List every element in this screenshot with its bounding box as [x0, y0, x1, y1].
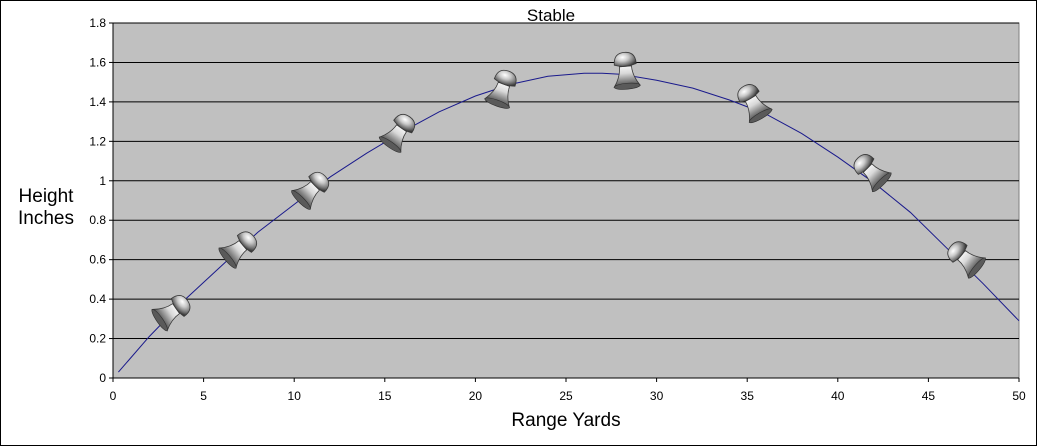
x-tick-label: 45 [922, 389, 936, 403]
pellet-icon [378, 113, 416, 153]
y-axis-label-line-2: Inches [18, 208, 74, 229]
plot-area [112, 22, 1020, 379]
pellet-icon [737, 84, 773, 124]
pellet-markers [151, 51, 987, 332]
pellet-icon [218, 231, 258, 269]
x-axis-label: Range Yards [511, 410, 620, 431]
x-tick-label: 0 [110, 389, 117, 403]
y-tick-label: 0.8 [89, 213, 106, 227]
y-axis-label-line-1: Height [19, 186, 75, 207]
x-tick-label: 25 [559, 389, 573, 403]
pellet-icon [947, 241, 987, 279]
pellet-icon [853, 154, 892, 193]
axes [109, 22, 1020, 382]
y-tick-label: 1.8 [89, 16, 106, 30]
chart-title: Stable [527, 6, 575, 25]
y-tick-label: 1.2 [89, 134, 106, 148]
x-tick-label: 50 [1012, 389, 1026, 403]
x-tick-label: 40 [831, 389, 845, 403]
x-tick-label: 30 [650, 389, 664, 403]
pellet-icon [151, 295, 191, 332]
x-tick-label: 5 [200, 389, 207, 403]
x-tick-label: 35 [741, 389, 755, 403]
x-tick-label: 15 [378, 389, 392, 403]
y-tick-label: 1.4 [89, 95, 106, 109]
y-tick-label: 1 [99, 174, 106, 188]
x-tick-label: 20 [469, 389, 483, 403]
y-tick-label: 0.2 [89, 332, 106, 346]
trajectory-line [118, 72, 1020, 373]
y-tick-label: 1.6 [89, 55, 106, 69]
y-tick-label: 0.4 [89, 292, 106, 306]
gridlines [113, 22, 1019, 340]
y-tick-label: 0.6 [89, 253, 106, 267]
tick-labels: 0 0.2 0.4 0.6 0.8 1 1.2 1.4 1.6 1.8 0 5 10 15 20 25 30 35… [89, 16, 1026, 403]
pellet-icon [290, 171, 330, 211]
y-tick-label: 0 [99, 371, 106, 385]
pellet-icon [484, 69, 517, 109]
pellet-icon [613, 51, 641, 90]
x-tick-label: 10 [288, 389, 302, 403]
